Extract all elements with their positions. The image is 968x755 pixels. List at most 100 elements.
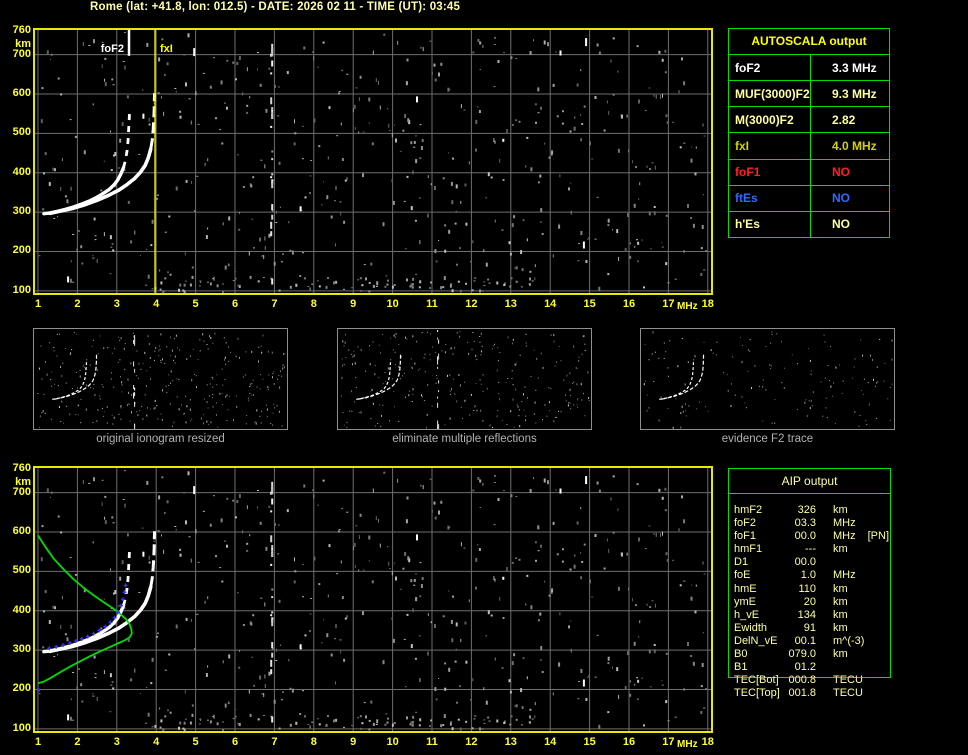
x-tick-label: 15 [583,736,596,748]
thumbnail-caption: eliminate multiple reflections [392,433,537,445]
y-tick-label: 100 [12,283,31,296]
parameter-value: 4.0 MHz [832,138,877,153]
x-tick-label: 10 [386,736,399,748]
thumbnail-evidence-f2-trace [640,328,895,430]
parameter-unit: MHz [833,569,856,582]
parameter-value: NO [832,165,850,180]
y-tick-label: 760 [12,24,31,36]
autoscala-row-hes: h'Es NO [729,211,889,237]
parameter-label: hmF1 [734,543,763,556]
aip-row-hve: h_vE 134 km [734,609,891,622]
x-tick-label: 4 [153,736,160,748]
x-tick-label: 5 [192,736,199,748]
aip-row-hmf2: hmF2 326 km [734,504,891,517]
x-tick-label: 2 [74,736,81,748]
parameter-label: foF1 [729,159,811,185]
bottom-ionogram-plot [33,466,713,733]
x-tick-label: 3 [113,298,120,310]
thumbnail-caption: evidence F2 trace [721,433,814,445]
x-axis-unit-label: MHz [677,739,698,750]
parameter-unit: km [833,608,848,621]
parameter-unit: m^(-3) [833,634,865,647]
y-tick-label: 700 [12,485,31,498]
top-ionogram-plot: foF2 fxI [33,28,713,295]
x-tick-label: 12 [465,736,478,748]
y-tick-label: 400 [12,603,31,616]
x-tick-label: 1 [34,298,42,310]
parameter-value: 01.2 [794,661,816,674]
y-tick-label: 600 [12,86,31,99]
parameter-label: TEC[Bot] [734,674,779,687]
aip-row-yme: ymE 20 km [734,596,891,609]
aip-table-border [728,468,891,678]
x-tick-label: 18 [701,298,714,310]
parameter-label: Ewidth [734,621,768,634]
parameter-value: 000.8 [788,674,816,687]
parameter-value: 079.0 [788,648,816,661]
aip-row-fof2: foF2 03.3 MHz [734,517,891,530]
parameter-unit: km [833,621,848,634]
parameter-value: 1.0 [800,569,816,582]
parameter-label: DelN_vE [734,634,778,647]
x-tick-label: 11 [426,736,438,748]
parameter-label: h_vE [734,608,760,621]
parameter-value: 20 [803,595,816,608]
x-tick-label: 16 [622,298,636,310]
x-tick-label: 3 [113,736,120,748]
parameter-label: h'Es [729,211,811,237]
parameter-value: 326 [797,504,816,516]
parameter-unit: km [833,582,848,595]
parameter-label: M(3000)F2 [729,107,811,133]
y-tick-label: 700 [12,47,31,60]
parameter-unit: km [833,595,848,608]
parameter-label: foF2 [734,517,757,530]
y-tick-label: 400 [12,165,31,178]
y-tick-label: 760 [12,462,31,474]
parameter-label: hmE [734,582,757,595]
parameter-value: --- [805,543,816,556]
autoscala-row-fxi: fxI 4.0 MHz [729,133,889,160]
thumbnail-eliminate-reflections [337,328,592,430]
thumbnail-ionogram-image [37,331,285,429]
x-tick-label: 8 [310,298,317,310]
parameter-label: foF2 [729,55,811,81]
y-axis-unit-label: km [15,38,31,50]
y-tick-label: 500 [12,564,31,577]
aip-row-tecbot: TEC[Bot] 000.8 TECU [734,674,891,687]
x-tick-label: 8 [310,736,317,748]
autoscala-row-fof2: foF2 3.3 MHz [729,55,889,82]
parameter-unit: TECU [833,687,863,700]
aip-row-tectop: TEC[Top] 001.8 TECU [734,687,891,700]
y-tick-label: 300 [12,643,31,656]
aip-row-hme: hmE 110 km [734,583,891,596]
aip-table-header: AIP output [728,468,891,494]
parameter-label: B0 [734,648,748,661]
x-tick-label: 16 [622,736,636,748]
y-tick-label: 300 [12,205,31,218]
parameter-value: 00.1 [794,634,816,647]
parameter-value: 3.3 MHz [832,60,877,75]
parameter-value: 00.0 [794,556,816,569]
x-tick-label: 12 [465,298,478,310]
autoscala-row-m3000f2: M(3000)F2 2.82 [729,107,889,134]
x-tick-label: 9 [350,298,357,310]
parameter-unit: km [833,543,848,556]
parameter-label: foE [734,569,751,582]
parameter-label: D1 [734,556,749,569]
parameter-value: 9.3 MHz [832,86,877,101]
aip-row-hmf1: hmF1 --- km [734,543,891,556]
autoscala-row-fof1: foF1 NO [729,159,889,186]
autoscala-table-header: AUTOSCALA output [729,29,889,55]
thumbnail-ionogram-image [643,331,893,429]
x-tick-label: 18 [701,736,714,748]
x-tick-label: 9 [350,736,357,748]
x-tick-label: 6 [231,298,239,310]
x-tick-label: 10 [386,298,399,310]
x-tick-label: 13 [504,736,517,748]
aip-output-table: AIP output hmF2 326 km foF2 03.3 MHz foF1 00.0 M… [728,468,891,708]
x-tick-label: 13 [504,298,517,310]
parameter-value: 2.82 [832,112,856,127]
x-tick-label: 4 [153,298,160,310]
fxi-marker-label: fxI [160,43,173,55]
